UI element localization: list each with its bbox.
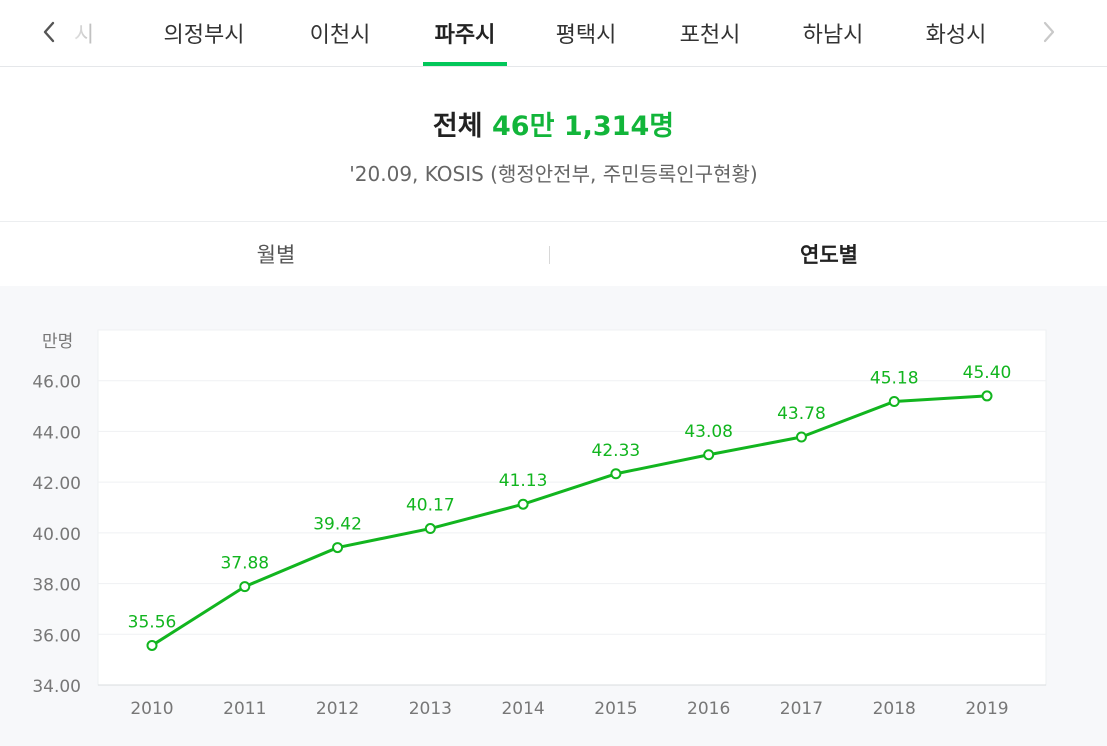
period-toggle: 월별 연도별 <box>0 221 1107 287</box>
data-point <box>332 542 344 554</box>
y-tick-label: 34.00 <box>32 677 81 697</box>
data-label: 43.78 <box>777 404 826 424</box>
data-label: 42.33 <box>592 441 641 461</box>
x-tick-label: 2014 <box>501 699 544 719</box>
y-tick-label: 40.00 <box>32 525 81 545</box>
data-label: 40.17 <box>406 496 455 516</box>
x-tick-label: 2011 <box>223 699 266 719</box>
tab-label: 이천시 <box>309 23 371 48</box>
data-point <box>703 449 715 461</box>
tab-label: 포천시 <box>679 23 741 48</box>
total-prefix: 전체 <box>432 111 483 142</box>
plot-area <box>97 329 1047 686</box>
x-tick-label: 2018 <box>873 699 916 719</box>
tab-pocheon[interactable]: 포천시 <box>660 0 760 66</box>
tab-label: 의정부시 <box>163 23 245 48</box>
x-tick-label: 2016 <box>687 699 730 719</box>
x-tick-label: 2019 <box>965 699 1008 719</box>
data-label: 41.13 <box>499 471 548 491</box>
tab-label: 하남시 <box>802 23 864 48</box>
data-label: 43.08 <box>684 422 733 442</box>
tab-icheon[interactable]: 이천시 <box>290 0 390 66</box>
tab-paju[interactable]: 파주시 <box>414 0 516 66</box>
tab-pyeongtaek[interactable]: 평택시 <box>536 0 636 66</box>
yearly-button[interactable]: 연도별 <box>553 222 1105 286</box>
tab-uijeongbu[interactable]: 의정부시 <box>148 0 260 66</box>
x-tick-label: 2010 <box>130 699 173 719</box>
y-tick-label: 42.00 <box>32 474 81 494</box>
monthly-label: 월별 <box>256 243 296 267</box>
total-value: 46만 1,314명 <box>492 111 675 142</box>
y-axis-unit: 만명 <box>42 332 73 352</box>
x-tick-label: 2015 <box>594 699 637 719</box>
monthly-button[interactable]: 월별 <box>0 222 552 286</box>
x-tick-label: 2013 <box>409 699 452 719</box>
population-line-chart: 34.00 36.00 38.00 40.00 42.00 44.00 46.00 만명 201… <box>32 329 1047 719</box>
y-tick-label: 46.00 <box>32 373 81 393</box>
tab-scroll-next-button[interactable] <box>1034 14 1064 50</box>
population-total: 전체 46만 1,314명 <box>0 104 1107 143</box>
tab-label: 평택시 <box>555 23 617 48</box>
data-point <box>795 431 807 443</box>
data-point <box>888 396 900 408</box>
data-label: 35.56 <box>128 612 177 632</box>
data-point <box>981 390 993 402</box>
data-label: 39.42 <box>313 515 362 535</box>
data-label: 45.18 <box>870 369 919 389</box>
data-label: 45.40 <box>963 363 1012 383</box>
yearly-label: 연도별 <box>800 243 858 267</box>
tab-label: 파주시 <box>434 23 496 48</box>
tab-scroll-prev-button[interactable] <box>34 14 64 50</box>
tab-label: 시 <box>73 23 95 48</box>
data-source: '20.09, KOSIS (행정안전부, 주민등록인구현황) <box>349 162 758 186</box>
y-tick-label: 44.00 <box>32 423 81 443</box>
data-label: 37.88 <box>220 554 269 574</box>
tab-hanam[interactable]: 하남시 <box>783 0 883 66</box>
active-tab-indicator <box>423 62 507 66</box>
region-tab-bar: 시 의정부시 이천시 파주시 평택시 포천시 하남시 화성시 <box>0 0 1107 67</box>
x-tick-label: 2012 <box>316 699 359 719</box>
data-point <box>239 581 251 593</box>
data-point <box>424 523 436 535</box>
data-point <box>610 468 622 480</box>
tab-hwaseong[interactable]: 화성시 <box>906 0 1006 66</box>
chevron-right-icon <box>1043 21 1055 43</box>
chart-area: 34.00 36.00 38.00 40.00 42.00 44.00 46.00 만명 201… <box>0 286 1107 746</box>
y-tick-label: 38.00 <box>32 576 81 596</box>
data-point <box>146 639 158 651</box>
data-point <box>517 498 529 510</box>
chevron-left-icon <box>43 21 55 43</box>
series-line <box>150 394 989 647</box>
tab-label: 화성시 <box>925 23 987 48</box>
y-tick-label: 36.00 <box>32 626 81 646</box>
toggle-divider <box>549 246 550 264</box>
x-tick-label: 2017 <box>780 699 823 719</box>
